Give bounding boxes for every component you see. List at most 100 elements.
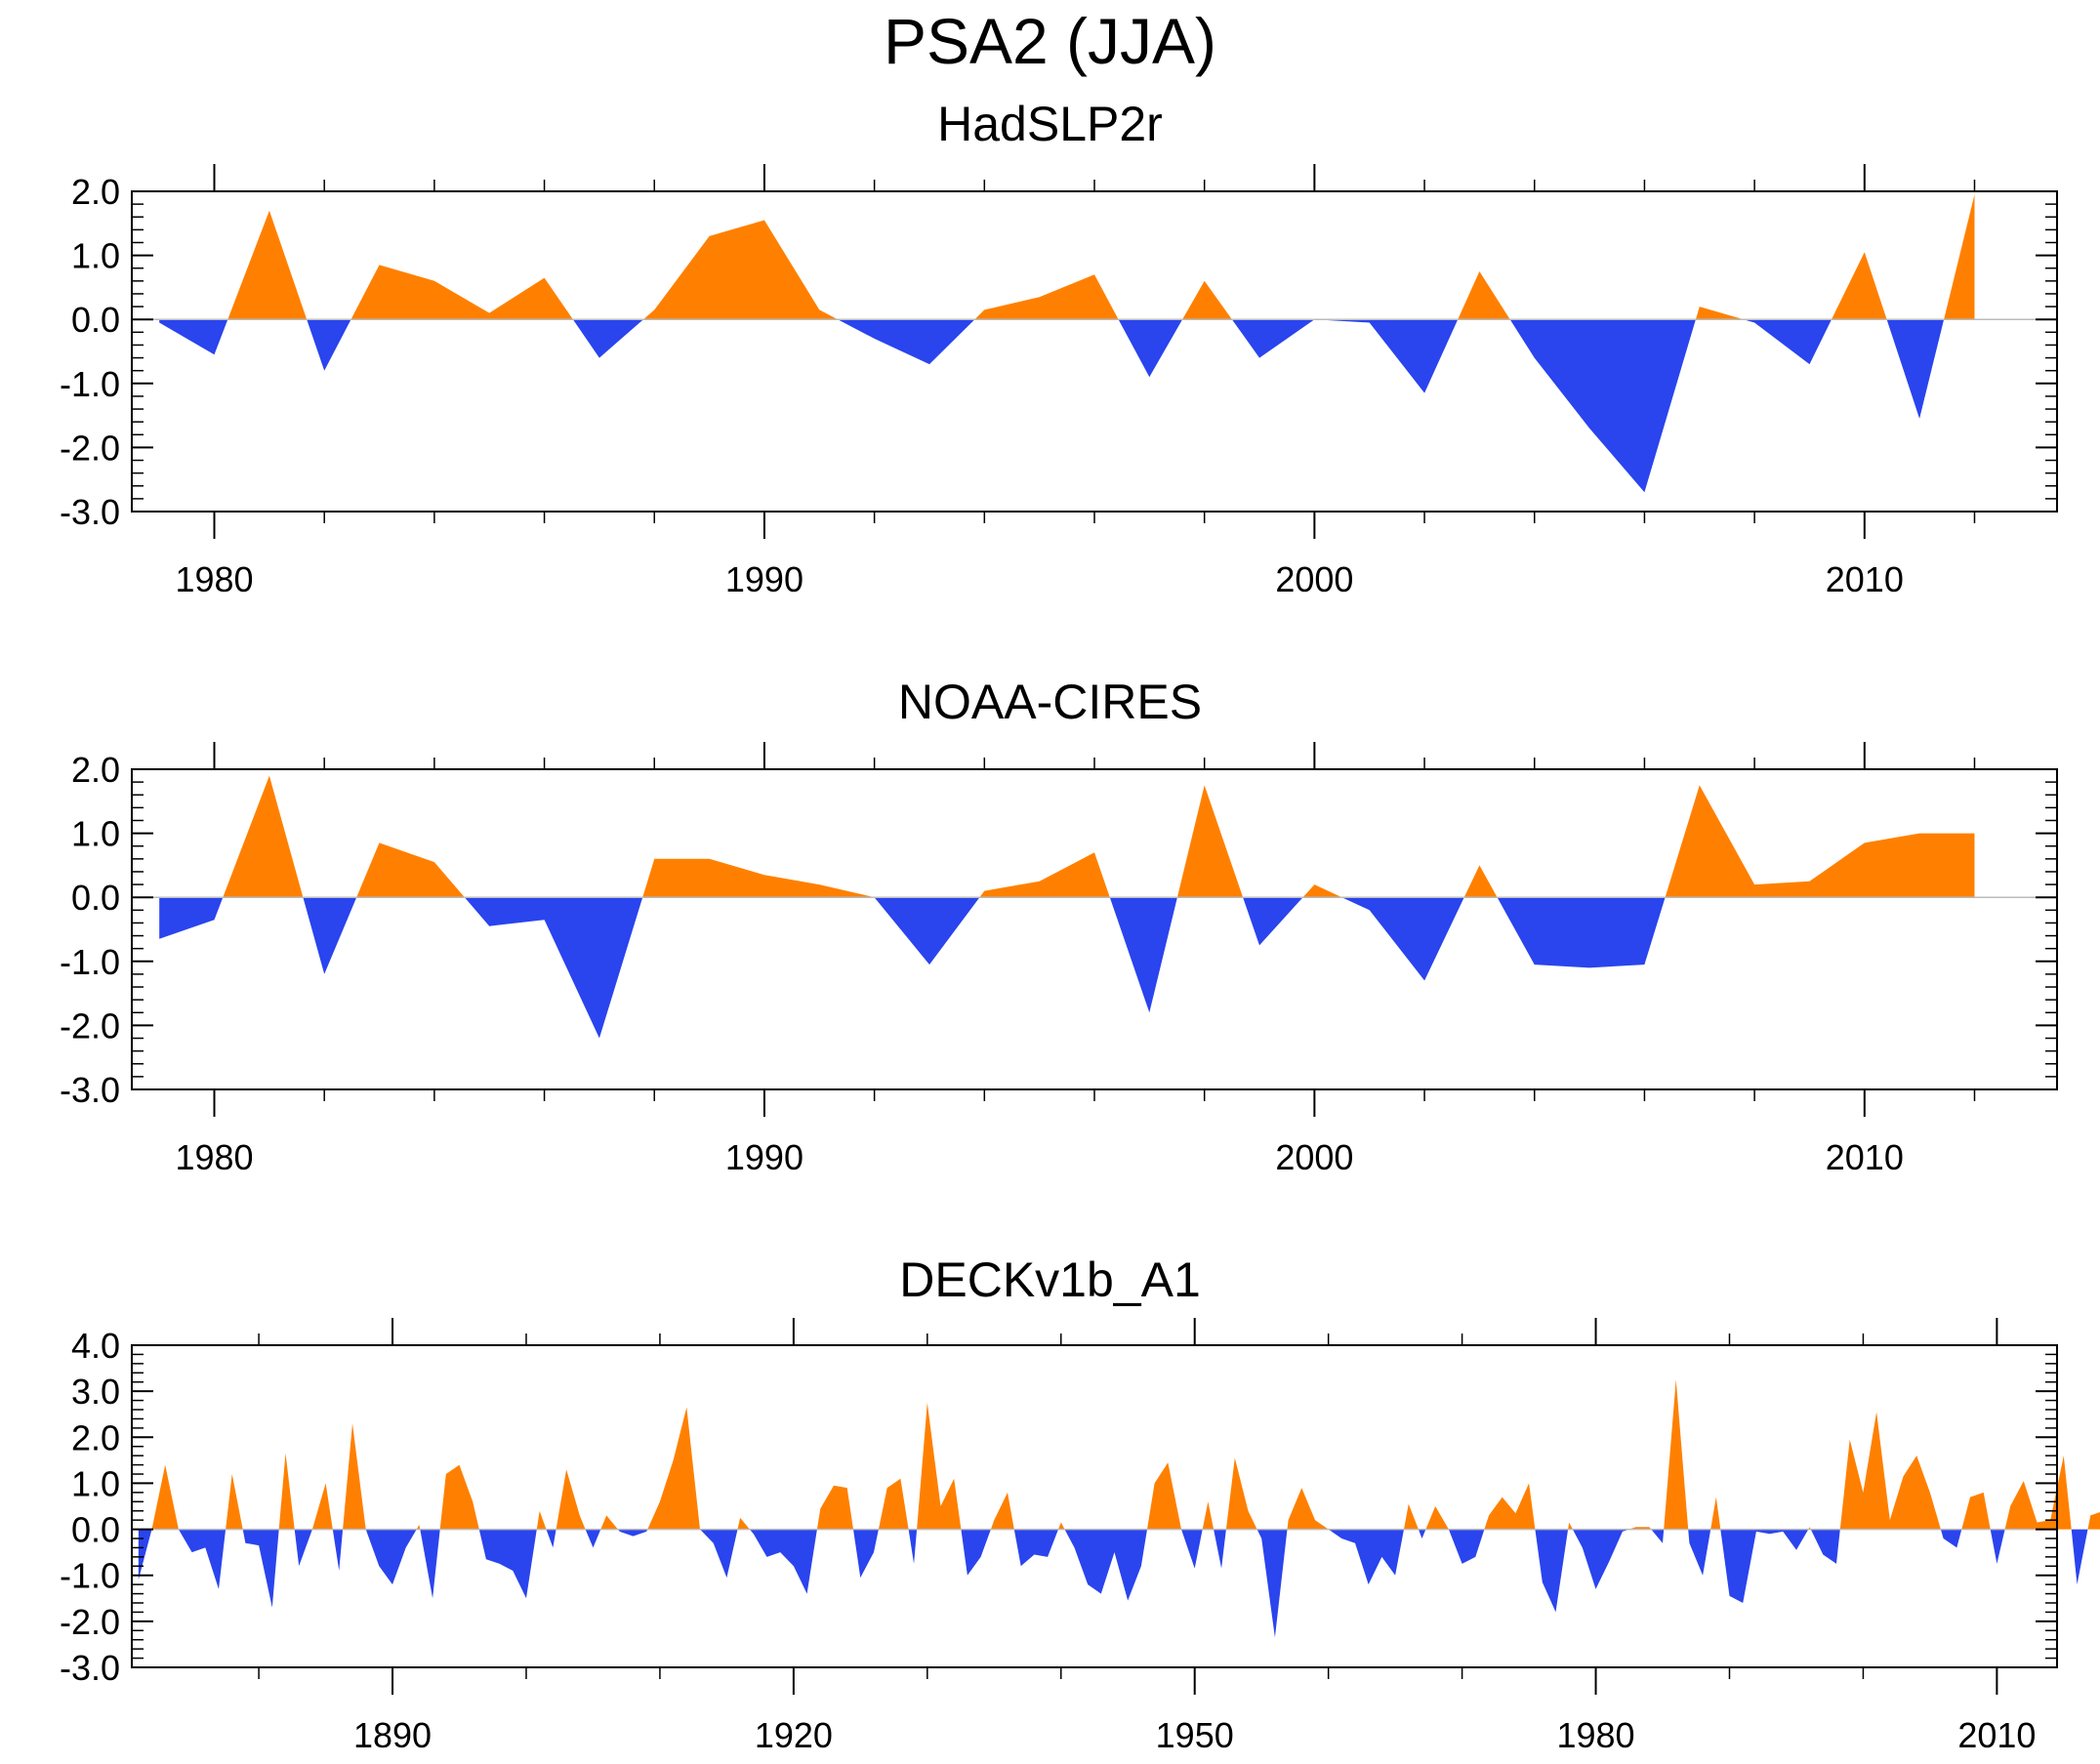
negative-area-segment (1535, 1529, 1569, 1613)
negative-area-segment (420, 1529, 440, 1599)
positive-area-segment (878, 1478, 909, 1530)
y-tick-label: 0.0 (71, 878, 120, 918)
plot-frame (131, 768, 2058, 1090)
negative-area-segment (178, 1529, 226, 1589)
negative-area-segment (908, 1529, 918, 1564)
panel-3-chart: 4.0 3.0 2.0 1.0 0.0 -1.0 -2.0 -3.0 1890 1920 1950 1… (60, 1318, 2100, 1755)
negative-area-segment (1109, 897, 1177, 1013)
positive-area-segment (350, 265, 573, 320)
negative-area-segment (159, 897, 224, 939)
x-tick-label: 2010 (1826, 1137, 1904, 1177)
y-tick-label: 2.0 (71, 750, 120, 790)
y-tick-label: -2.0 (60, 428, 120, 468)
positive-area-segment (1182, 280, 1232, 320)
plot-frame (131, 1344, 2058, 1668)
negative-area-segment (303, 897, 357, 974)
x-tick-label: 1980 (175, 1137, 253, 1177)
negative-area-segment (572, 319, 643, 358)
positive-area-segment (1458, 271, 1510, 320)
positive-area-segment (356, 842, 465, 898)
positive-area-segment (1568, 1522, 1573, 1530)
positive-area-segment (226, 1474, 243, 1530)
positive-area-segment (917, 1402, 962, 1530)
negative-area-segment (749, 1529, 817, 1594)
negative-area-segment (1118, 319, 1183, 378)
negative-area-segment (294, 1529, 312, 1567)
negative-area-segment (1688, 1529, 1711, 1576)
panel-2-chart: 2.0 1.0 0.0 -1.0 -2.0 -3.0 1980 1990 2000 2010 (60, 742, 2058, 1177)
y-tick-label: -1.0 (60, 1556, 120, 1596)
negative-area-segment (464, 897, 643, 1039)
negative-area-segment (1418, 1529, 1426, 1538)
plot-frame (131, 190, 2058, 513)
positive-area-segment (416, 1524, 421, 1530)
negative-area-segment (1810, 1529, 1840, 1564)
y-tick-label: 2.0 (71, 1417, 120, 1457)
positive-area-segment (1463, 865, 1498, 898)
y-tick-label: -2.0 (60, 1602, 120, 1642)
y-tick-label: 2.0 (71, 172, 120, 212)
positive-area-segment (1225, 1457, 1257, 1530)
positive-area-segment (1695, 307, 1744, 320)
positive-area-segment (1202, 1501, 1215, 1530)
positive-area-segment (1404, 1503, 1419, 1530)
positive-area-segment (1961, 1492, 1991, 1530)
positive-area-segment (1176, 785, 1244, 898)
positive-area-segment (979, 852, 1110, 898)
negative-area-segment (1013, 1529, 1058, 1567)
y-tick-label: 1.0 (71, 1463, 120, 1503)
positive-area-segment (990, 1492, 1014, 1530)
panel-3-title: DECKv1b_A1 (899, 1252, 1201, 1307)
negative-area-segment (874, 897, 980, 965)
x-tick-label: 1980 (175, 559, 253, 599)
negative-area-segment (1181, 1529, 1203, 1569)
negative-area-segment (1243, 897, 1303, 946)
positive-area-segment (647, 1407, 700, 1530)
x-tick-label: 2010 (1826, 559, 1904, 599)
negative-area-segment (1341, 897, 1464, 981)
y-tick-label: 3.0 (71, 1372, 120, 1412)
negative-area-segment (1886, 319, 1945, 419)
y-tick-label: -3.0 (60, 1648, 120, 1688)
panel-1-title: HadSLP2r (937, 97, 1163, 151)
y-tick-label: -3.0 (60, 1070, 120, 1110)
panel-1-chart: 2.0 1.0 0.0 -1.0 -2.0 -3.0 1980 1990 2000 2010 (60, 164, 2058, 599)
positive-area-segment (343, 1423, 366, 1530)
negative-area-segment (853, 1529, 879, 1579)
positive-area-segment (974, 274, 1119, 320)
positive-area-segment (536, 1510, 547, 1530)
positive-area-segment (1665, 785, 1975, 898)
x-tick-label: 1990 (725, 1137, 803, 1177)
negative-area-segment (617, 1529, 648, 1537)
positive-area-segment (1425, 1506, 1449, 1530)
negative-area-segment (1328, 1529, 1404, 1585)
positive-area-segment (1302, 884, 1342, 898)
positive-area-segment (151, 1464, 179, 1530)
x-tick-label: 1890 (353, 1715, 432, 1755)
x-tick-label: 2000 (1275, 559, 1353, 599)
positive-area-segment (1058, 1522, 1065, 1530)
positive-area-segment (1710, 1497, 1721, 1530)
negative-area-segment (1743, 319, 1832, 365)
positive-area-segment (816, 1485, 853, 1530)
positive-area-segment (1287, 1488, 1329, 1530)
negative-area-segment (1231, 319, 1315, 358)
negative-area-segment (1651, 1529, 1665, 1543)
negative-area-segment (242, 1529, 279, 1608)
negative-area-segment (138, 1529, 152, 1580)
x-tick-label: 1920 (755, 1715, 833, 1755)
positive-area-segment (1664, 1379, 1689, 1530)
positive-area-segment (1484, 1483, 1536, 1530)
y-tick-label: 4.0 (71, 1326, 120, 1366)
positive-area-segment (227, 210, 308, 320)
x-tick-label: 1950 (1156, 1715, 1234, 1755)
positive-area-segment (2087, 1512, 2100, 1530)
positive-area-segment (556, 1469, 586, 1530)
y-tick-label: 0.0 (71, 1510, 120, 1550)
negative-area-segment (332, 1529, 344, 1571)
negative-area-segment (585, 1529, 601, 1548)
x-tick-label: 1990 (725, 559, 803, 599)
positive-area-segment (737, 1517, 750, 1530)
y-tick-label: 1.0 (71, 814, 120, 854)
